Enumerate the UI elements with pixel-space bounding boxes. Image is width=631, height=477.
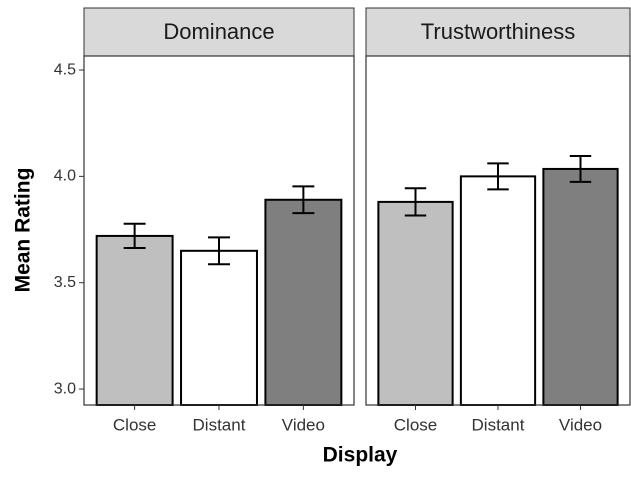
- strip: [365, 7, 631, 57]
- panel-border: [83, 55, 355, 406]
- bar: [377, 200, 454, 406]
- x-tick-label: Distant: [472, 415, 525, 434]
- error-bar: [123, 222, 146, 250]
- error-bar: [404, 187, 427, 217]
- strip: [83, 7, 355, 57]
- panel-border: [365, 55, 631, 406]
- x-tick-label: Distant: [193, 415, 246, 434]
- y-tick-label: 3.5: [54, 274, 76, 291]
- bar: [459, 175, 537, 406]
- y-tick-label: 3.0: [54, 380, 76, 397]
- bar: [264, 198, 343, 406]
- x-tick-label: Close: [113, 415, 156, 434]
- bar: [180, 249, 258, 406]
- y-tick-label: 4.5: [54, 61, 76, 78]
- error-bar: [292, 185, 315, 215]
- y-tick-label: 4.0: [54, 168, 76, 185]
- facet-title: Trustworthiness: [421, 19, 575, 44]
- bar: [95, 234, 174, 406]
- bar: [542, 167, 619, 406]
- facet-title: Dominance: [163, 19, 274, 44]
- error-bar: [487, 162, 509, 191]
- x-tick-label: Video: [282, 415, 325, 434]
- x-tick-label: Video: [559, 415, 602, 434]
- x-tick-label: Close: [394, 415, 437, 434]
- error-bar: [208, 236, 230, 266]
- x-axis-title: Display: [323, 444, 398, 467]
- y-axis-title: Mean Rating: [12, 168, 35, 293]
- error-bar: [569, 154, 592, 183]
